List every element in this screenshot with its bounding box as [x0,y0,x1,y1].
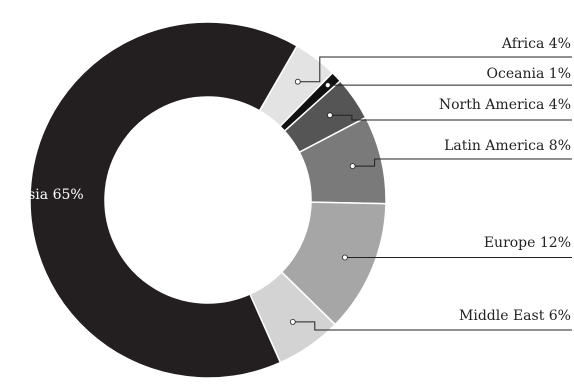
leader-africa [297,56,572,83]
leader-dot-north-america [326,112,333,119]
leader-latin-america [352,158,572,167]
leader-dot-europe [341,254,348,261]
leader-dot-middle-east [289,318,296,325]
label-north-america: North America 4% [439,97,571,113]
label-asia: Asia 65% [17,187,84,203]
label-oceania: Oceania 1% [487,66,571,82]
leader-lines [289,56,572,331]
slice-asia [29,21,299,379]
leader-north-america [329,114,572,121]
donut-slices [29,21,387,379]
label-latin-america: Latin America 8% [444,138,571,154]
label-europe: Europe 12% [484,235,571,251]
leader-dot-africa [294,78,301,85]
leader-middle-east [292,321,572,331]
label-middle-east: Middle East 6% [459,308,571,324]
label-africa: Africa 4% [501,36,571,52]
slice-labels: Africa 4% Oceania 1% North America 4% Latin… [17,36,571,324]
leader-dot-oceania [324,82,331,88]
leader-dot-latin-america [349,163,356,170]
